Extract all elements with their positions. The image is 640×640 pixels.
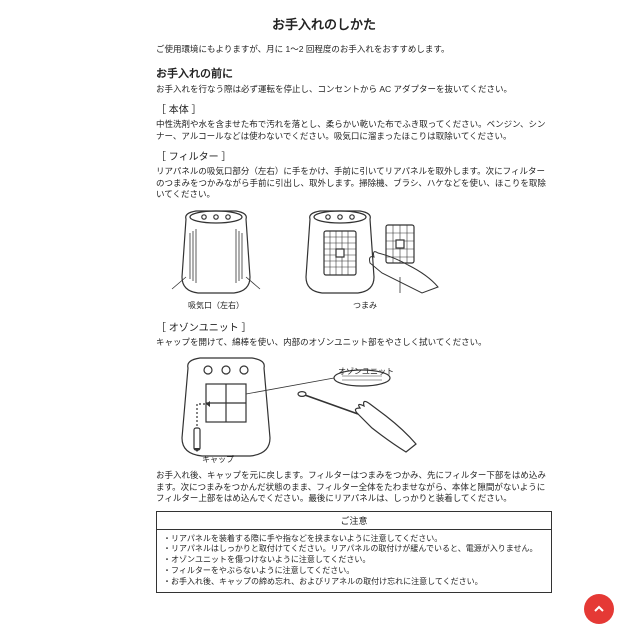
scroll-top-button[interactable] xyxy=(584,594,614,624)
caption-knob: つまみ xyxy=(353,300,377,311)
diagram-knob: つまみ xyxy=(290,207,440,311)
before-text: お手入れを行なう際は必ず運転を停止し、コンセントから AC アダプターを抜いてく… xyxy=(156,84,552,95)
caution-title: ご注意 xyxy=(157,512,551,530)
chevron-up-icon xyxy=(592,602,606,616)
caution-box: ご注意 ・リアパネルを装着する際に手や指などを挟まないように注意してください。 … xyxy=(156,511,552,593)
ozone-after-text: お手入れ後、キャップを元に戻します。フィルターはつまみをつかみ、先にフィルター下… xyxy=(156,470,552,504)
ozone-text: キャップを開けて、綿棒を使い、内部のオゾンユニット部をやさしく拭いてください。 xyxy=(156,337,552,348)
body-text: 中性洗剤や水を含ませた布で汚れを落とし、柔らかい乾いた布でふき取ってください。ベ… xyxy=(156,119,552,142)
caution-item: ・お手入れ後、キャップの締め忘れ、およびリアネルの取付け忘れに注意してください。 xyxy=(163,577,545,588)
filter-heading: ［ フィルター ］ xyxy=(156,148,552,163)
filter-diagrams: 吸気口（左右） xyxy=(166,207,552,311)
caution-list: ・リアパネルを装着する際に手や指などを挟まないように注意してください。 ・リアパ… xyxy=(157,530,551,592)
manual-page: お手入れのしかた ご使用環境にもよりますが、月に 1〜2 回程度のお手入れをおす… xyxy=(0,0,640,603)
caution-item: ・フィルターをやぶらないように注意してください。 xyxy=(163,566,545,577)
caution-item: ・リアパネルはしっかりと取付けてください。リアパネルの取付けが緩んでいると、電源… xyxy=(163,544,545,555)
caution-item: ・オゾンユニットを傷つけないように注意してください。 xyxy=(163,555,545,566)
caution-item: ・リアパネルを装着する際に手や指などを挟まないように注意してください。 xyxy=(163,534,545,545)
ozone-heading: ［ オゾンユニット ］ xyxy=(156,319,552,334)
page-title: お手入れのしかた xyxy=(96,14,552,33)
ozone-diagram: オゾンユニット キャップ xyxy=(166,354,552,464)
caption-intake: 吸気口（左右） xyxy=(188,300,244,311)
filter-text: リアパネルの吸気口部分（左右）に手をかけ、手前に引いてリアパネルを取外します。次… xyxy=(156,166,552,200)
label-cap: キャップ xyxy=(202,454,234,465)
diagram-intake: 吸気口（左右） xyxy=(166,207,266,311)
label-ozone-unit: オゾンユニット xyxy=(338,366,394,377)
intro-text: ご使用環境にもよりますが、月に 1〜2 回程度のお手入れをおすすめします。 xyxy=(156,43,552,55)
body-heading: ［ 本体 ］ xyxy=(156,101,552,116)
before-heading: お手入れの前に xyxy=(156,65,552,81)
